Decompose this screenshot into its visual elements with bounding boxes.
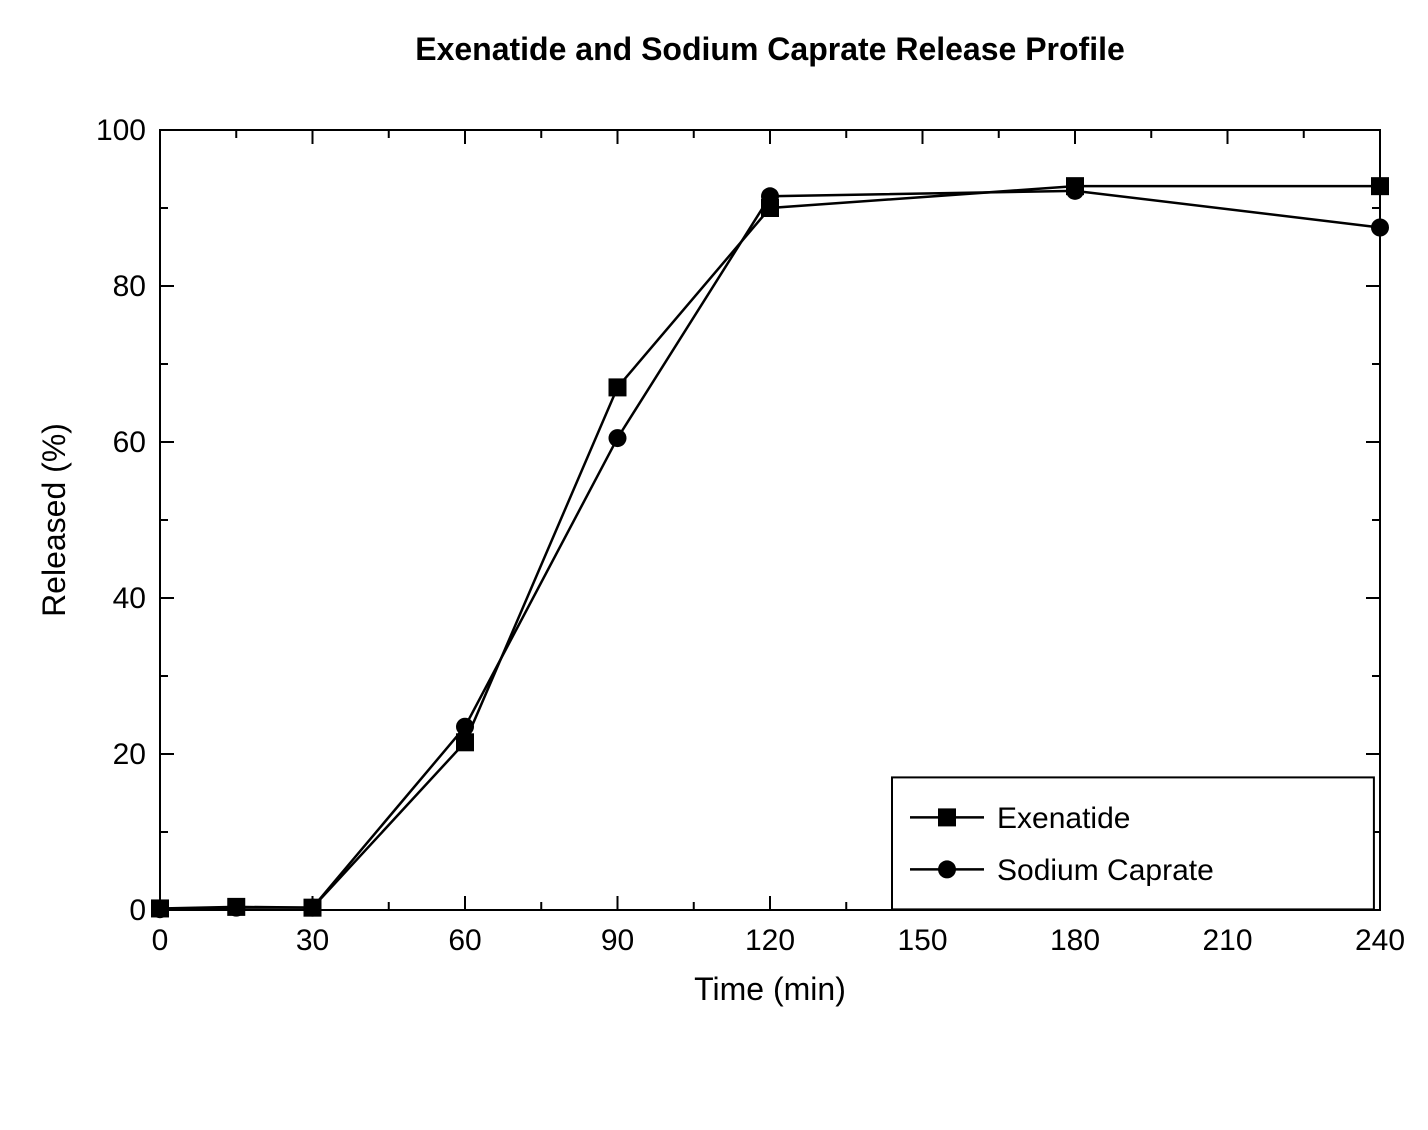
legend-label: Sodium Caprate <box>997 854 1214 887</box>
xtick-label: 180 <box>1050 924 1100 957</box>
xtick-label: 240 <box>1355 924 1405 957</box>
release-profile-chart: Exenatide and Sodium Caprate Release Pro… <box>0 0 1428 1130</box>
xtick-label: 90 <box>601 924 634 957</box>
ytick-label: 0 <box>129 894 146 927</box>
xtick-label: 120 <box>745 924 795 957</box>
xtick-label: 60 <box>448 924 481 957</box>
xtick-label: 150 <box>897 924 947 957</box>
y-axis-label: Released (%) <box>36 423 72 617</box>
xtick-label: 30 <box>296 924 329 957</box>
chart-title: Exenatide and Sodium Caprate Release Pro… <box>415 31 1125 67</box>
ytick-label: 100 <box>96 114 146 147</box>
x-axis-label: Time (min) <box>694 971 846 1007</box>
ytick-label: 60 <box>113 426 146 459</box>
xtick-label: 210 <box>1202 924 1252 957</box>
ytick-label: 80 <box>113 270 146 303</box>
ytick-label: 40 <box>113 582 146 615</box>
legend-label: Exenatide <box>997 802 1130 835</box>
ytick-label: 20 <box>113 738 146 771</box>
chart-container: Exenatide and Sodium Caprate Release Pro… <box>0 0 1428 1130</box>
xtick-label: 0 <box>152 924 169 957</box>
legend: Exenatide Sodium Caprate <box>892 777 1374 909</box>
